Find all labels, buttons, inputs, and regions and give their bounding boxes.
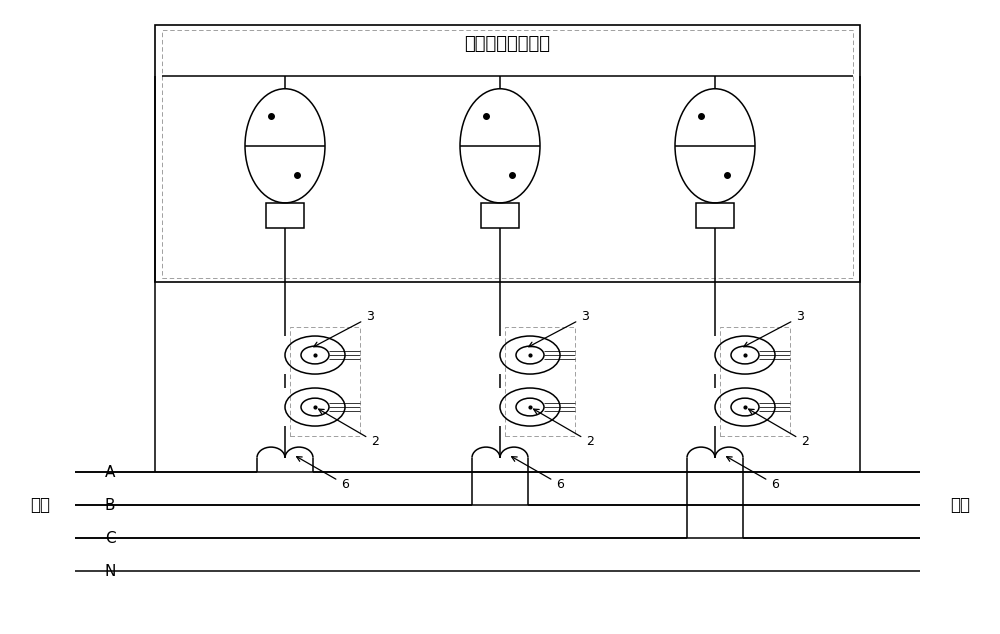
Text: 6: 6 bbox=[512, 456, 564, 491]
Bar bbox=[505, 327, 575, 436]
Text: B: B bbox=[105, 498, 115, 513]
Text: A: A bbox=[105, 465, 115, 480]
Text: 2: 2 bbox=[319, 409, 379, 448]
Bar bbox=[696, 203, 734, 228]
Text: 2: 2 bbox=[534, 409, 594, 448]
Text: 3: 3 bbox=[744, 311, 804, 347]
Bar bbox=[155, 25, 860, 282]
Text: 电源: 电源 bbox=[30, 496, 50, 514]
Text: 6: 6 bbox=[297, 456, 349, 491]
Bar bbox=[162, 30, 853, 278]
Bar bbox=[481, 203, 519, 228]
Text: 负荷: 负荷 bbox=[950, 496, 970, 514]
Text: C: C bbox=[105, 531, 115, 546]
Bar bbox=[290, 327, 360, 436]
Text: 3: 3 bbox=[314, 311, 374, 347]
Text: N: N bbox=[104, 564, 116, 579]
Text: 2: 2 bbox=[749, 409, 809, 448]
Text: 6: 6 bbox=[727, 456, 779, 491]
Text: 三相三元件电能表: 三相三元件电能表 bbox=[464, 36, 550, 53]
Bar bbox=[266, 203, 304, 228]
Bar bbox=[720, 327, 790, 436]
Text: 3: 3 bbox=[529, 311, 589, 347]
